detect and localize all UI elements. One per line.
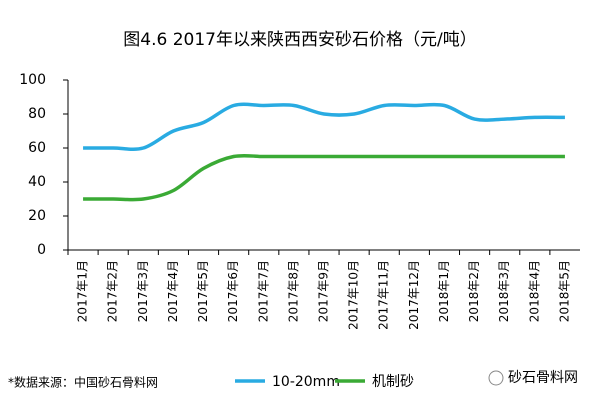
- line-series: [83, 153, 565, 202]
- line-series: [83, 102, 565, 151]
- x-tick-label: 2017年1月: [76, 260, 90, 322]
- source-note: *数据来源：中国砂石骨料网: [8, 375, 158, 390]
- x-tick-label: 2017年2月: [106, 260, 120, 322]
- y-tick-label: 80: [28, 106, 46, 122]
- x-tick-label: 2018年4月: [527, 260, 541, 322]
- x-tick-label: 2017年8月: [286, 260, 300, 322]
- logo-icon: [488, 370, 504, 386]
- x-tick-label: 2018年3月: [497, 260, 511, 322]
- x-tick-label: 2018年5月: [557, 260, 571, 322]
- logo-text: 砂石骨料网: [508, 370, 578, 386]
- legend-label: 机制砂: [372, 374, 414, 390]
- x-tick-label: 2018年2月: [467, 260, 481, 322]
- y-tick-label: 0: [37, 242, 46, 258]
- x-tick-label: 2017年6月: [226, 260, 240, 322]
- x-tick-label: 2017年7月: [256, 260, 270, 322]
- y-tick-label: 60: [28, 140, 46, 156]
- x-tick-label: 2017年12月: [407, 260, 421, 330]
- x-tick-label: 2017年3月: [136, 260, 150, 322]
- x-tick-label: 2018年1月: [437, 260, 451, 322]
- y-tick-label: 40: [28, 174, 46, 190]
- chart-title: 图4.6 2017年以来陕西西安砂石价格（元/吨）: [123, 30, 476, 50]
- x-tick-label: 2017年11月: [377, 260, 391, 330]
- y-tick-label: 20: [28, 208, 46, 224]
- x-tick-label: 2017年10月: [347, 260, 361, 330]
- legend-label: 10-20mm: [272, 374, 340, 390]
- x-tick-label: 2017年5月: [196, 260, 210, 322]
- y-tick-label: 100: [19, 72, 46, 88]
- x-tick-label: 2017年4月: [166, 260, 180, 322]
- x-tick-label: 2017年9月: [317, 260, 331, 322]
